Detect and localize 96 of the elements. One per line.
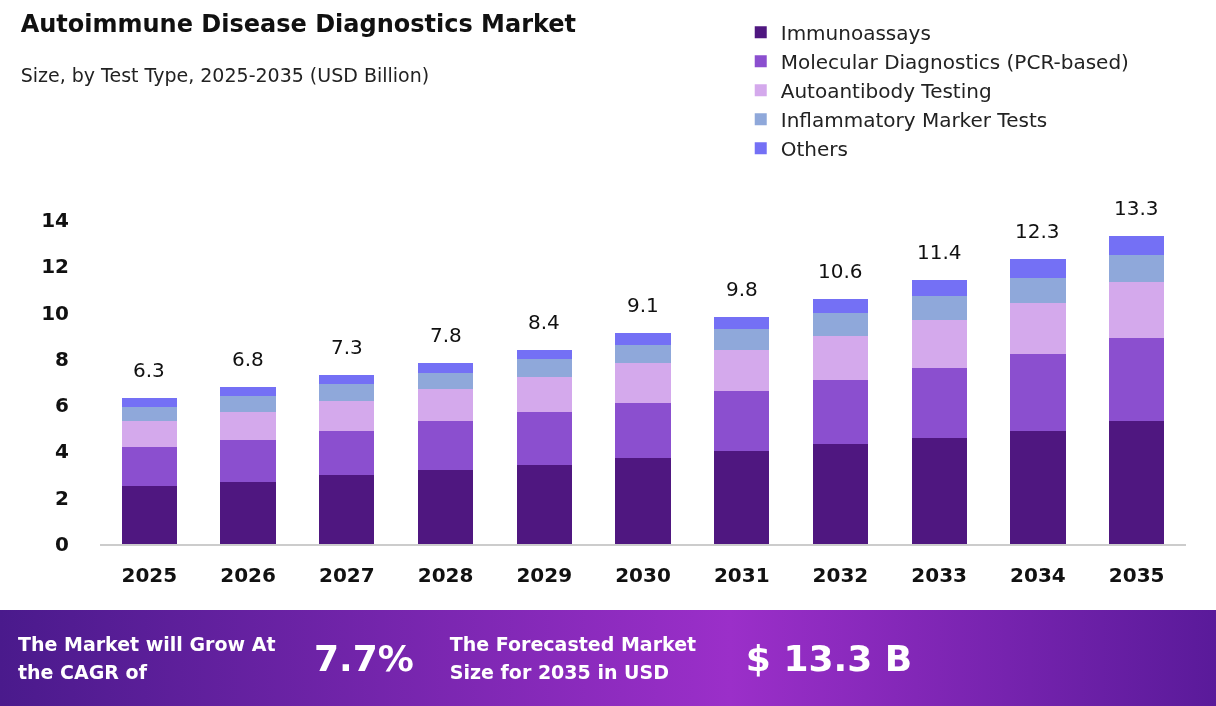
- bar: [417, 363, 474, 373]
- y-tick-label: 6: [55, 393, 69, 418]
- bar: [220, 481, 276, 544]
- total-label: 7.3: [331, 335, 363, 359]
- bar: [516, 412, 572, 466]
- bar: [1108, 282, 1165, 339]
- bar: [812, 335, 869, 380]
- x-tick-label: 2033: [911, 563, 968, 587]
- bar: [714, 317, 770, 329]
- bar: [417, 372, 474, 389]
- x-tick-label: 2035: [1108, 563, 1165, 587]
- bar: [516, 465, 572, 544]
- bar: [911, 437, 967, 544]
- total-label: 6.8: [232, 347, 264, 371]
- bar: [220, 412, 276, 440]
- bar: [121, 486, 178, 544]
- bar: [417, 388, 474, 422]
- bar: [714, 391, 770, 452]
- y-tick-label: 4: [55, 439, 69, 464]
- bar: [220, 386, 276, 396]
- bar: [516, 377, 572, 413]
- bar: [911, 368, 967, 438]
- bar: [1010, 303, 1066, 355]
- chart-subtitle: Size, by Test Type, 2025-2035 (USD Billion): [20, 63, 430, 86]
- bar: [615, 458, 671, 544]
- bar: [417, 469, 474, 544]
- bar: [319, 474, 375, 544]
- y-tick-label: 0: [55, 532, 69, 556]
- y-tick-label: 8: [55, 346, 69, 371]
- bar: [319, 375, 375, 385]
- bar: [714, 328, 770, 350]
- y-tick-label: 14: [41, 208, 69, 232]
- bar: [615, 402, 671, 459]
- bar: [1108, 236, 1165, 255]
- bar: [121, 446, 178, 487]
- bar: [319, 384, 375, 401]
- bar: [1010, 354, 1066, 431]
- total-label: 9.8: [726, 277, 758, 301]
- bar: [812, 444, 869, 544]
- text: The Market will Grow At the CAGR of: [17, 632, 277, 685]
- bar: [1108, 254, 1165, 283]
- text: 7.7%: [313, 637, 415, 679]
- chart-title: Autoimmune Disease Diagnostics Market: [20, 10, 577, 39]
- x-tick-label: 2029: [516, 563, 573, 587]
- bar: [615, 333, 671, 345]
- bar: [714, 349, 770, 392]
- bar: [220, 395, 276, 413]
- bar: [319, 400, 375, 431]
- legend-label: Inflammatory Marker Tests: [780, 107, 1048, 132]
- total-label: 6.3: [133, 358, 165, 382]
- bar: [319, 430, 375, 475]
- total-label: 8.4: [528, 310, 560, 334]
- bar: [1010, 277, 1066, 304]
- bar: [516, 358, 572, 378]
- bar: [121, 398, 178, 408]
- bar: [1010, 430, 1066, 544]
- x-tick-label: 2028: [417, 563, 474, 587]
- bar: [812, 312, 869, 336]
- legend-label: Autoantibody Testing: [780, 78, 992, 103]
- x-tick-label: 2025: [121, 563, 178, 587]
- y-tick-label: 10: [41, 300, 69, 325]
- bar: [615, 344, 671, 364]
- total-label: 7.8: [430, 323, 462, 347]
- x-tick-label: 2032: [812, 563, 869, 587]
- bar: [714, 451, 770, 544]
- legend-label: Molecular Diagnostics (PCR-based): [780, 49, 1129, 74]
- bar: [812, 379, 869, 445]
- total-label: 11.4: [917, 240, 962, 264]
- bar: [516, 349, 572, 359]
- bar: [615, 363, 671, 403]
- bar: [1010, 259, 1066, 278]
- bar: [1108, 338, 1165, 422]
- bar: [121, 421, 178, 447]
- x-tick-label: 2030: [615, 563, 671, 587]
- y-tick-label: 2: [55, 485, 69, 510]
- x-tick-label: 2027: [318, 563, 375, 587]
- legend-label: Immunoassays: [780, 20, 931, 45]
- total-label: 12.3: [1015, 219, 1060, 243]
- x-tick-label: 2031: [713, 563, 770, 587]
- text: The Forecasted Market Size for 2035 in USD: [448, 632, 698, 685]
- bar: [911, 296, 967, 320]
- bar: [417, 421, 474, 470]
- bar: [121, 407, 178, 422]
- y-tick-label: 12: [41, 254, 69, 279]
- bar: [911, 319, 967, 369]
- bar: [812, 298, 869, 313]
- bar: [911, 280, 967, 297]
- total-label: 13.3: [1114, 196, 1159, 220]
- x-tick-label: 2026: [220, 563, 276, 587]
- total-label: 9.1: [627, 293, 659, 317]
- total-label: 10.6: [818, 259, 863, 283]
- bar: [220, 439, 276, 482]
- text: $ 13.3 B: [744, 637, 914, 679]
- x-tick-label: 2034: [1010, 563, 1066, 587]
- legend-label: Others: [780, 136, 848, 161]
- bar: [1108, 421, 1165, 544]
